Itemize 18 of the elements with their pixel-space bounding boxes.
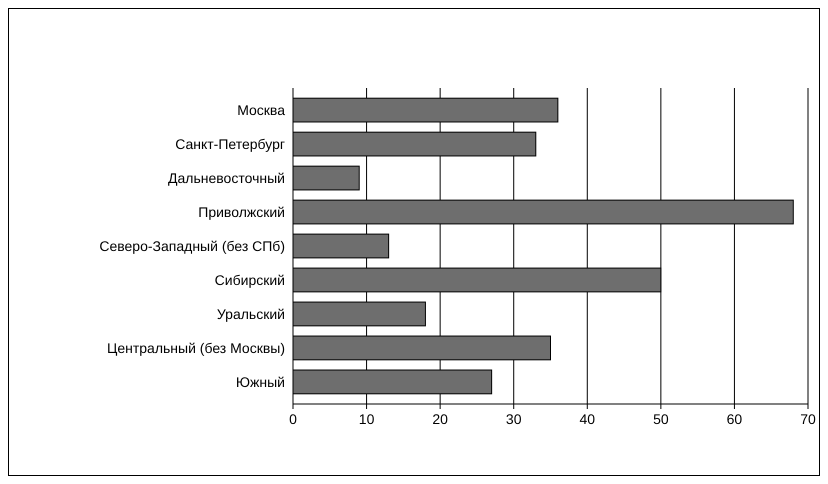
- x-tick-label: 60: [726, 411, 742, 427]
- x-tick-label: 0: [289, 411, 298, 427]
- y-tick-label: Сибирский: [214, 272, 285, 288]
- y-tick-label: Приволжский: [198, 204, 285, 220]
- x-tick-label: 10: [358, 411, 375, 427]
- y-tick-label: Южный: [236, 374, 285, 390]
- y-tick-label: Северо-Западный (без СПб): [99, 238, 285, 254]
- x-tick-label: 70: [800, 411, 816, 427]
- y-tick-label: Центральный (без Москвы): [106, 340, 285, 356]
- x-tick-label: 30: [506, 411, 522, 427]
- bar: [292, 166, 360, 190]
- y-tick-label: Уральский: [216, 306, 285, 322]
- y-tick-label: Дальневосточный: [168, 170, 285, 186]
- y-tick-label: Санкт-Петербург: [175, 136, 285, 152]
- x-tick-label: 20: [432, 411, 448, 427]
- x-tick-label: 40: [579, 411, 596, 427]
- x-tick-label: 50: [653, 411, 669, 427]
- y-tick-label: Москва: [237, 102, 286, 118]
